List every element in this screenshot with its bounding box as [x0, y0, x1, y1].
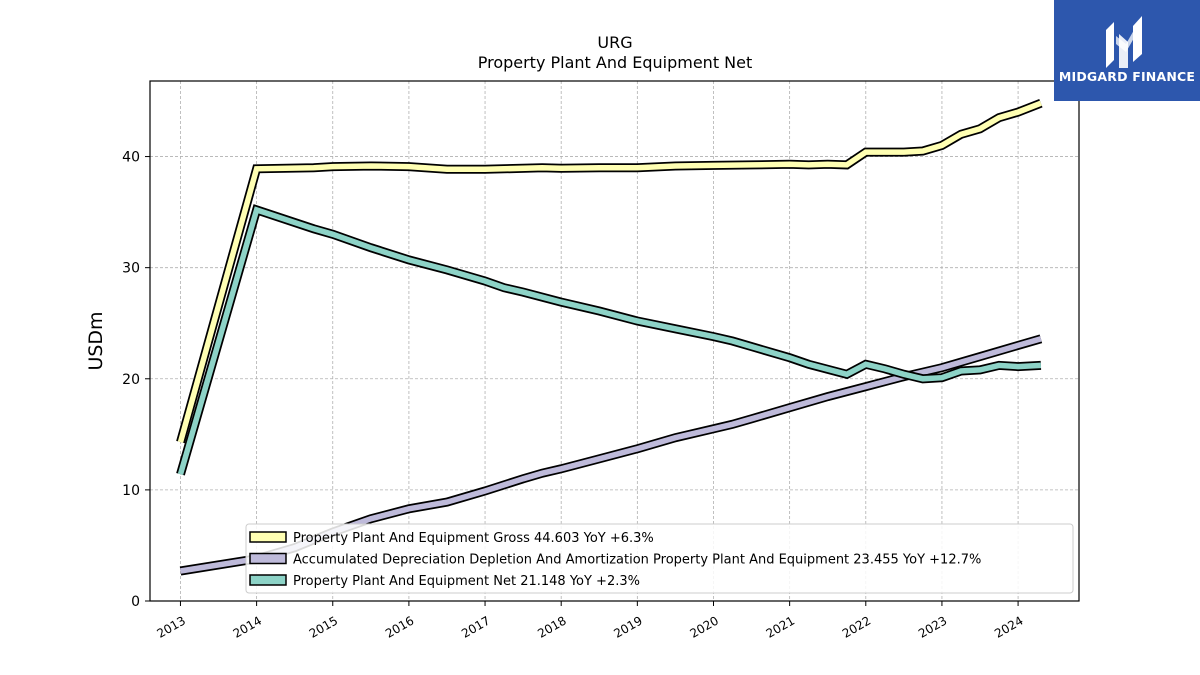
grid-lines [150, 81, 1079, 602]
series-layer [176, 99, 1043, 576]
legend-swatch-2 [249, 574, 287, 586]
series-line-0 [177, 100, 1042, 443]
x-tick-label: 2014 [231, 613, 264, 640]
x-tick-label: 2013 [155, 613, 188, 640]
chart-title: URG [597, 33, 632, 52]
x-tick-label: 2018 [535, 613, 568, 640]
legend: Property Plant And Equipment Gross 44.60… [245, 523, 1074, 594]
y-tick-label: 10 [122, 483, 140, 499]
y-tick-label: 40 [122, 150, 140, 166]
y-axis-label: USDm [85, 311, 107, 370]
x-tick-label: 2022 [840, 613, 873, 640]
legend-box [245, 523, 1074, 594]
x-tick-label: 2015 [307, 613, 340, 640]
legend-swatch-0 [249, 531, 287, 543]
x-tick-label: 2017 [459, 613, 492, 640]
x-tick-label: 2020 [688, 613, 721, 640]
midgard-m-logo-icon [1106, 16, 1142, 68]
series-line-2 [177, 206, 1042, 476]
chart-subtitle: Property Plant And Equipment Net [478, 53, 753, 72]
x-tick-label: 2021 [764, 613, 797, 640]
brand-name: MIDGARD FINANCE [1058, 69, 1196, 84]
x-tick-label: 2016 [383, 613, 416, 640]
legend-label-1: Accumulated Depreciation Depletion And A… [293, 553, 981, 568]
y-tick-label: 20 [122, 372, 140, 388]
series-line-outline-2 [176, 204, 1042, 476]
y-tick-label: 30 [122, 261, 140, 277]
legend-label-0: Property Plant And Equipment Gross 44.60… [293, 531, 654, 546]
legend-label-2: Property Plant And Equipment Net 21.148 … [293, 574, 640, 589]
x-tick-label: 2023 [916, 613, 949, 640]
y-tick-label: 0 [131, 594, 140, 610]
legend-swatch-1 [249, 552, 287, 565]
x-tick-label: 2019 [611, 613, 644, 640]
brand-logo: MIDGARD FINANCE [1054, 0, 1200, 101]
x-tick-label: 2024 [992, 613, 1025, 640]
plot-frame [149, 80, 1080, 602]
